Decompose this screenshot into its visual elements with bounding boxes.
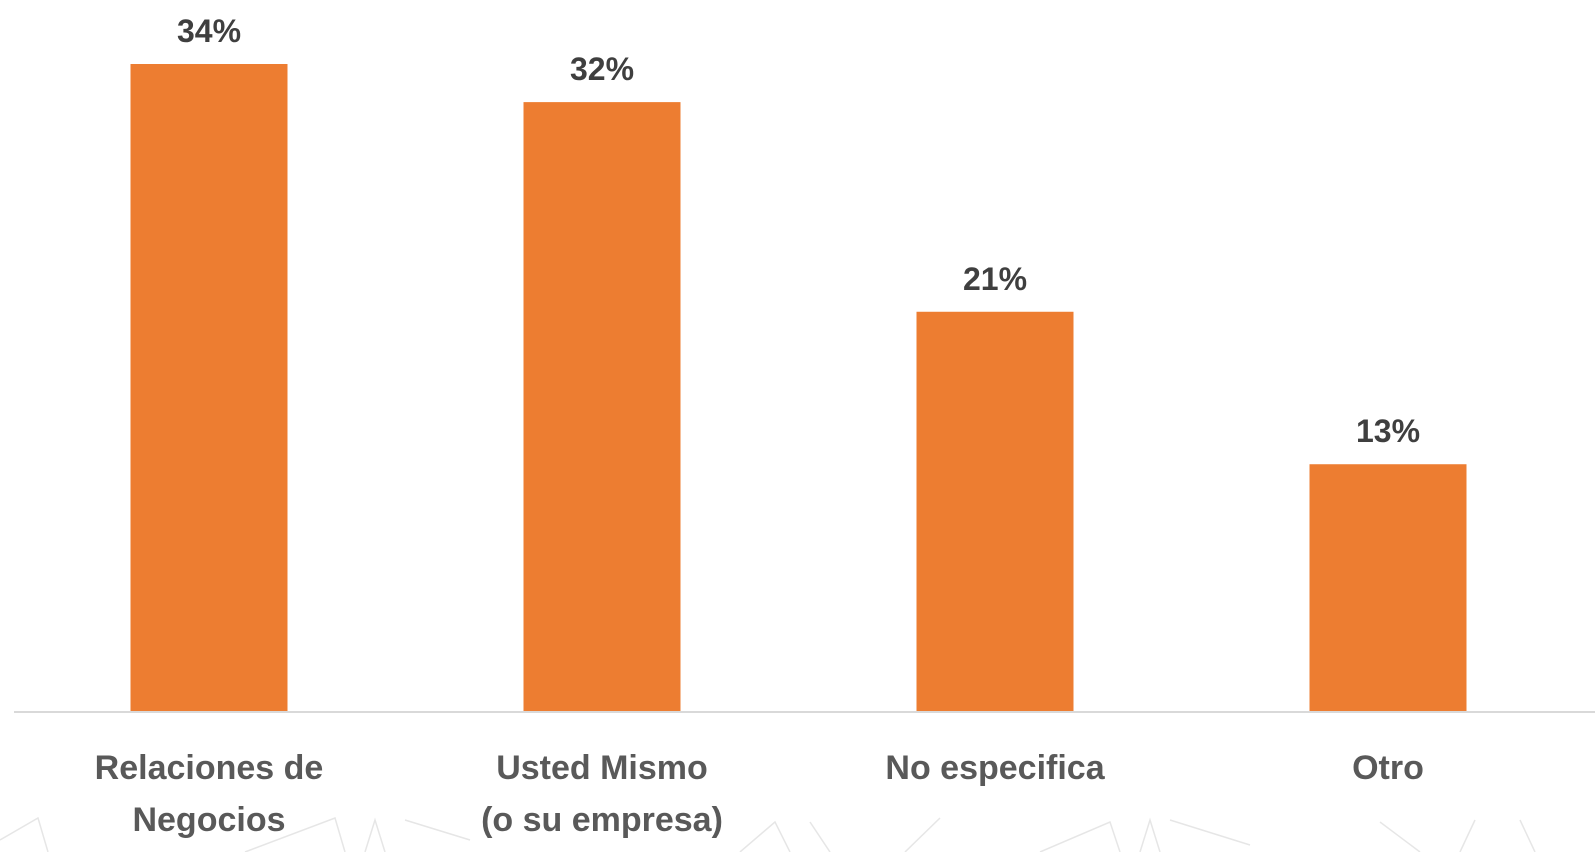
category-label-1-line-1: Relaciones de xyxy=(95,749,324,787)
value-label-4: 13% xyxy=(1356,413,1420,449)
category-label-4: Otro xyxy=(1352,749,1424,787)
value-labels: 34% 32% 21% 13% xyxy=(177,13,1420,449)
category-label-2-line-1: Usted Mismo xyxy=(496,749,708,787)
background-decoration xyxy=(0,816,1536,852)
category-labels: Relaciones de Negocios Usted Mismo (o su em… xyxy=(95,749,1424,839)
bar-2 xyxy=(523,102,681,712)
bar-1 xyxy=(130,64,288,712)
category-label-3: No especifica xyxy=(885,749,1105,787)
value-label-2: 32% xyxy=(570,51,634,87)
value-label-3: 21% xyxy=(963,261,1027,297)
value-label-1: 34% xyxy=(177,13,241,49)
category-label-1-line-2: Negocios xyxy=(132,801,285,839)
bars xyxy=(130,64,1467,712)
bar-4 xyxy=(1309,464,1467,712)
category-label-2-line-2: (o su empresa) xyxy=(481,801,723,839)
bar-3 xyxy=(916,311,1074,712)
